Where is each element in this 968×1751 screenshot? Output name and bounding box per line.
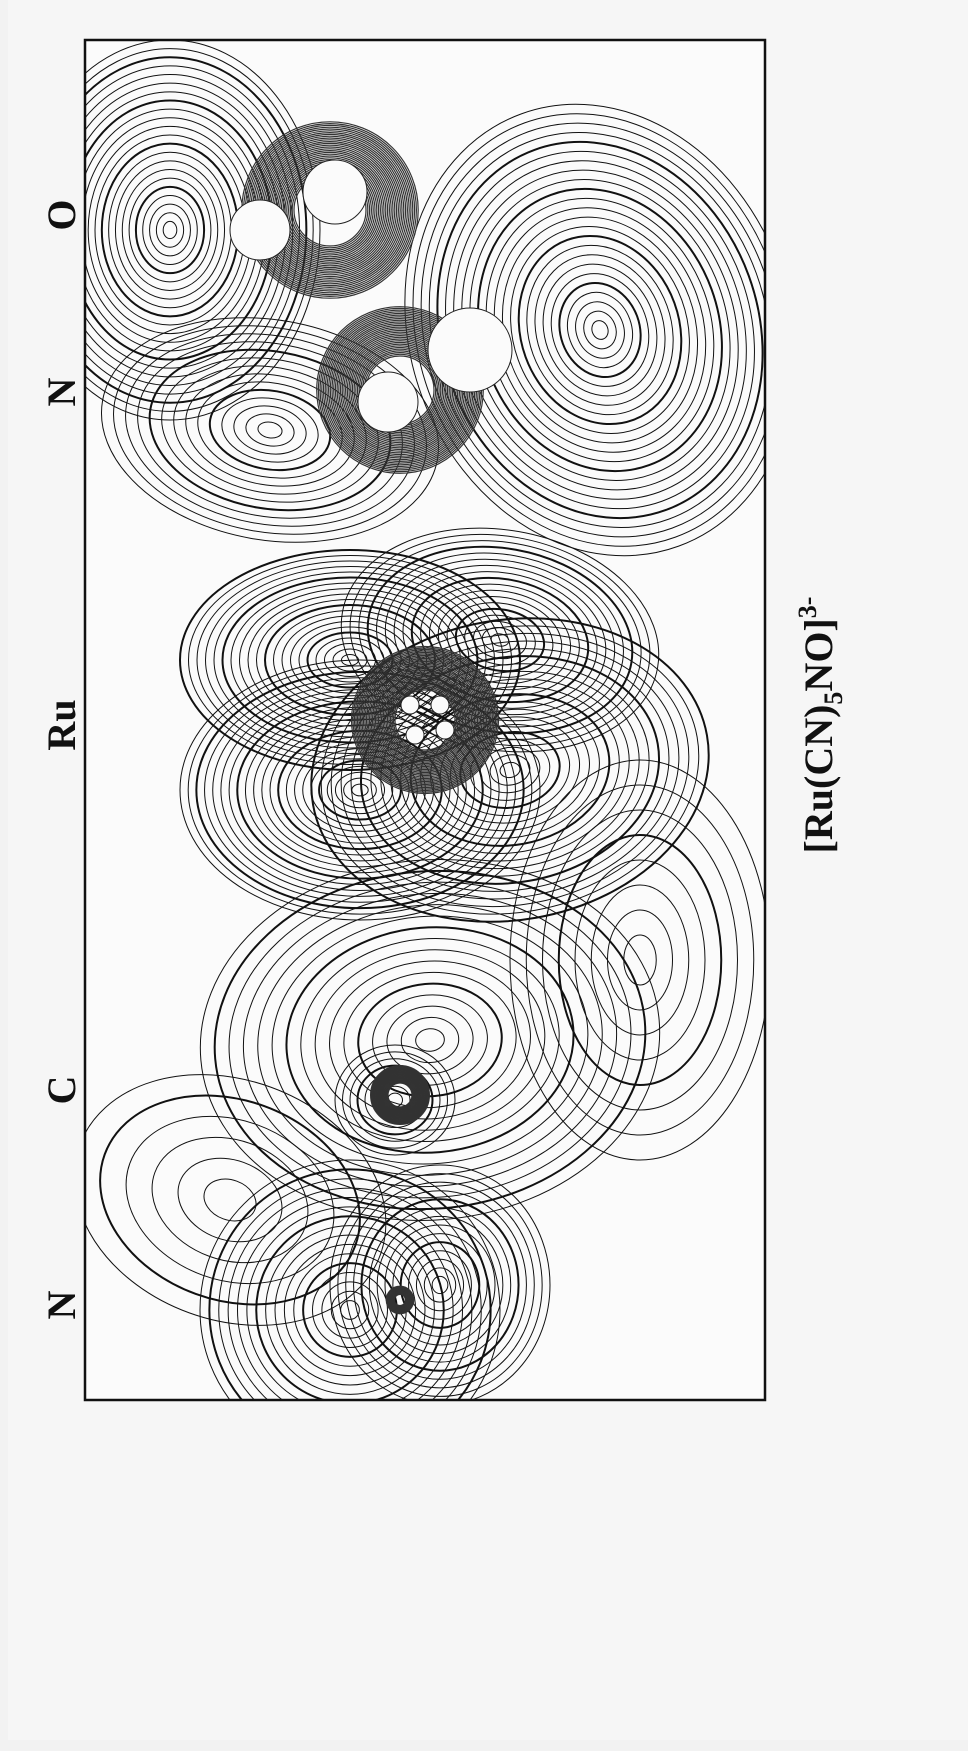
figure: O N Ru C N [Ru(CN)5NO]3- [0, 0, 968, 1751]
formula-middle: NO] [796, 618, 841, 691]
atom-label: Ru [39, 699, 84, 750]
atom-label: C [39, 1076, 84, 1105]
formula-subscript: 5 [819, 692, 848, 705]
atom-label: N [39, 1290, 84, 1319]
formula-base: [Ru(CN) [796, 705, 841, 854]
atom-label: N [39, 377, 84, 406]
formula: [Ru(CN)5NO]3- [793, 597, 848, 854]
atom-label: O [39, 199, 84, 230]
core-hole [303, 160, 367, 224]
core-hole [406, 726, 424, 744]
formula-superscript: 3- [793, 597, 822, 619]
core-hole [436, 721, 454, 739]
core-hole [401, 696, 419, 714]
core-hole [428, 308, 512, 392]
core-hole [230, 200, 290, 260]
core-hole [358, 372, 418, 432]
core-hole [431, 696, 449, 714]
page: O N Ru C N [Ru(CN)5NO]3- (() => { const … [0, 0, 968, 1751]
